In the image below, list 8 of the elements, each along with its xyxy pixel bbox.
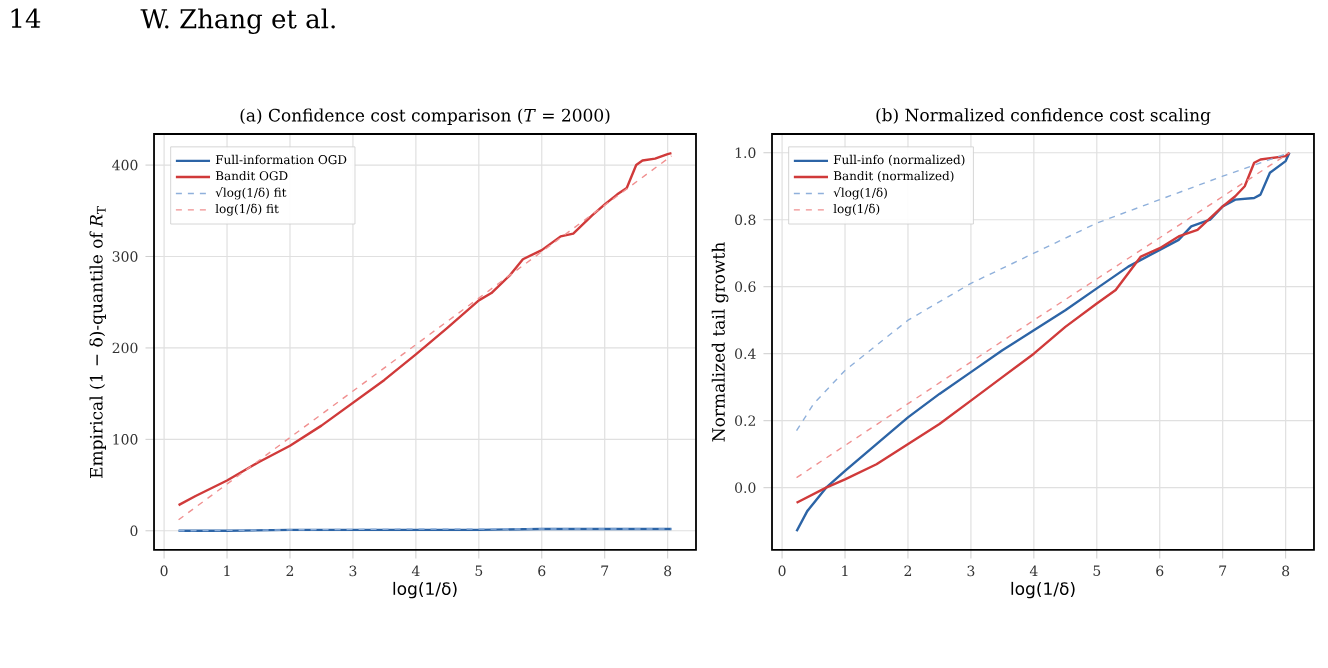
- x-axis-title: log(1/δ): [393, 581, 457, 599]
- x-axis-title: log(1/δ): [1011, 581, 1075, 599]
- y-axis-title: Normalized tail growth: [711, 242, 729, 442]
- y-axis-title: Empirical (1 − δ)-quantile of R$_{T}$: [89, 206, 106, 478]
- chart-title: (b) Normalized confidence cost scaling: [876, 108, 1211, 125]
- chart-title: (a) Confidence cost comparison (T = 2000): [240, 108, 610, 125]
- text: 14: [11, 8, 41, 28]
- text: W. Zhang et al.: [140, 8, 335, 34]
